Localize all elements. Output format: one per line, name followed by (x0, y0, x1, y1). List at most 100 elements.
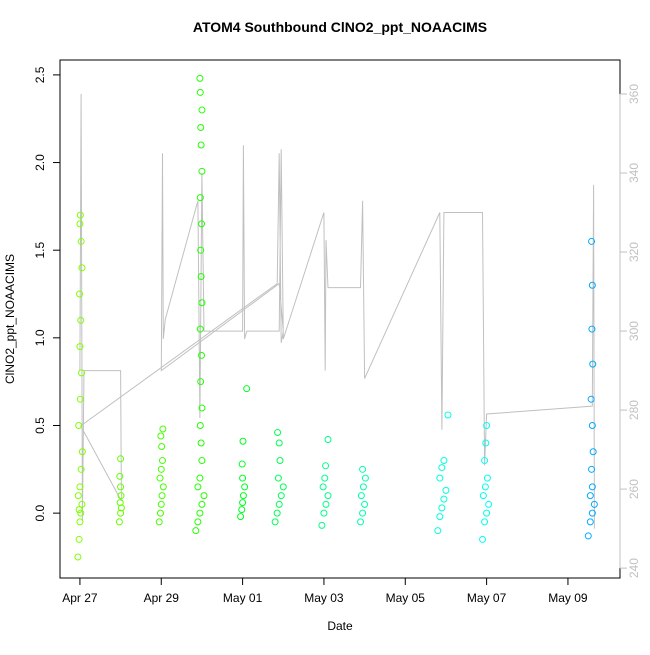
point (78, 448, 86, 456)
x-tick-label: May 01 (223, 591, 263, 605)
point (238, 460, 246, 468)
point (436, 513, 444, 521)
point (586, 492, 594, 500)
point (197, 439, 205, 447)
point (196, 509, 204, 517)
point (197, 378, 205, 386)
point (238, 506, 246, 514)
y-tick-label: 2.5 (33, 66, 47, 83)
point (324, 436, 332, 444)
point (444, 411, 452, 419)
point (196, 74, 204, 82)
point (436, 474, 444, 482)
point (359, 483, 367, 491)
point (198, 106, 206, 114)
point (483, 474, 491, 482)
point (322, 462, 330, 470)
point (197, 123, 205, 131)
point (590, 500, 598, 508)
point (275, 439, 283, 447)
point (196, 325, 204, 333)
point (196, 88, 204, 96)
point (588, 237, 596, 245)
point (588, 325, 596, 333)
point (116, 472, 124, 480)
x-tick-label: May 03 (304, 591, 344, 605)
point (274, 429, 282, 437)
point (485, 500, 493, 508)
point (76, 518, 84, 526)
point (357, 518, 365, 526)
point (192, 527, 200, 535)
point (198, 167, 206, 175)
point (198, 220, 206, 228)
x-tick-label: May 07 (467, 591, 507, 605)
point (589, 360, 597, 368)
point (440, 495, 448, 503)
altitude-line (79, 93, 595, 529)
x-tick-label: May 09 (548, 591, 588, 605)
point (239, 437, 247, 445)
y2-tick-label: 240 (627, 558, 641, 578)
point (482, 439, 490, 447)
chart-title: ATOM4 Southbound ClNO2_ppt_NOAACIMS (193, 19, 487, 35)
point (159, 425, 167, 433)
y-tick-label: 1.0 (33, 329, 47, 346)
point (77, 316, 85, 324)
point (588, 465, 596, 473)
y2-tick-label: 280 (627, 400, 641, 420)
point (586, 518, 594, 526)
y-tick-label: 0.5 (33, 417, 47, 434)
point (78, 500, 86, 508)
point (589, 448, 597, 456)
point (241, 483, 249, 491)
point (357, 492, 365, 500)
point (243, 385, 251, 393)
point (481, 518, 489, 526)
point (271, 518, 279, 526)
y2-tick-label: 300 (627, 321, 641, 341)
point (361, 500, 369, 508)
point (197, 141, 205, 149)
point (239, 499, 247, 507)
point (587, 395, 595, 403)
point (479, 492, 487, 500)
point (194, 518, 202, 526)
point (434, 527, 442, 535)
point (483, 421, 491, 429)
point (76, 483, 84, 491)
point (116, 499, 124, 507)
point (237, 513, 245, 521)
y-axis-label: ClNO2_ppt_NOAACIMS (3, 254, 17, 384)
point (158, 457, 166, 465)
point (277, 492, 285, 500)
point (76, 220, 84, 228)
point (481, 457, 489, 465)
point (196, 474, 204, 482)
point (117, 492, 125, 500)
point (76, 343, 84, 351)
point (198, 351, 206, 359)
point (158, 492, 166, 500)
point (239, 492, 247, 500)
point (159, 483, 167, 491)
point (117, 483, 125, 491)
point (196, 421, 204, 429)
point (197, 272, 205, 280)
point (275, 500, 283, 508)
point (198, 457, 206, 465)
point (197, 246, 205, 254)
point (194, 483, 202, 491)
point (239, 474, 247, 482)
point (588, 509, 596, 517)
point (74, 492, 82, 500)
y-tick-label: 1.5 (33, 242, 47, 259)
point (155, 518, 163, 526)
point (321, 474, 329, 482)
point (158, 443, 166, 451)
point (77, 465, 85, 473)
point (481, 483, 489, 491)
point (198, 299, 206, 307)
point (359, 465, 367, 473)
